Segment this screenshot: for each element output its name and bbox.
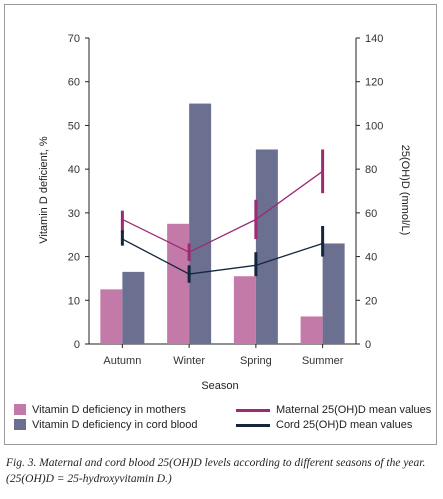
legend-swatch-mothers bbox=[14, 404, 26, 415]
legend-label-maternal-mean: Maternal 25(OH)D mean values bbox=[276, 404, 432, 416]
bar-mothers bbox=[233, 276, 256, 344]
point-cord-mean bbox=[120, 237, 124, 241]
legend-label-mothers: Vitamin D deficiency in mothers bbox=[32, 404, 186, 416]
lines bbox=[120, 149, 325, 283]
bar-cord-blood bbox=[189, 103, 212, 344]
bar-mothers bbox=[300, 316, 323, 344]
legend-line-cord-mean bbox=[236, 424, 270, 427]
bars bbox=[100, 103, 345, 344]
y-tick-label-left: 10 bbox=[68, 295, 80, 307]
legend-line-maternal-mean bbox=[236, 409, 270, 412]
ticks: 0 10 20 30 40 50 60 70 0 20 40 60 80 100 120 140 Autumn W… bbox=[68, 33, 384, 367]
y-tick-label-left: 50 bbox=[68, 120, 80, 132]
point-maternal-mean bbox=[120, 218, 124, 221]
y-tick-label-right: 40 bbox=[365, 252, 377, 264]
y-tick-label-right: 140 bbox=[365, 33, 383, 45]
y-tick-label-right: 80 bbox=[365, 164, 377, 176]
x-tick-label: Autumn bbox=[103, 355, 141, 367]
y-tick-label-left: 60 bbox=[68, 77, 80, 89]
x-tick-label: Spring bbox=[240, 355, 272, 367]
figure-frame bbox=[4, 4, 437, 445]
legend-swatch-cord-blood bbox=[14, 419, 26, 430]
point-maternal-mean bbox=[187, 250, 191, 254]
x-tick-label: Winter bbox=[173, 355, 205, 367]
chart: 0 10 20 30 40 50 60 70 0 20 40 60 80 100 120 140 Autumn W… bbox=[38, 33, 411, 392]
line-maternal-mean bbox=[122, 170, 324, 253]
y-tick-label-right: 60 bbox=[365, 208, 377, 220]
bar-cord-blood bbox=[122, 271, 145, 344]
y-tick-label-left: 70 bbox=[68, 33, 80, 45]
y-tick-label-right: 120 bbox=[365, 77, 383, 89]
y-tick-label-right: 20 bbox=[365, 295, 377, 307]
point-cord-mean bbox=[321, 242, 325, 245]
y-tick-label-right: 0 bbox=[365, 339, 371, 351]
point-cord-mean bbox=[187, 272, 191, 276]
bar-mothers bbox=[167, 223, 190, 344]
figure-caption: Fig. 3. Maternal and cord blood 25(OH)D … bbox=[6, 457, 426, 485]
y-axis-label-left: Vitamin D deficient, % bbox=[38, 136, 50, 244]
point-maternal-mean bbox=[321, 169, 325, 173]
y-tick-label-left: 40 bbox=[68, 164, 80, 176]
y-axis-label-right: 25(OH)D (mmol/L) bbox=[399, 145, 411, 235]
y-tick-label-left: 30 bbox=[68, 208, 80, 220]
point-maternal-mean bbox=[254, 218, 258, 221]
point-cord-mean bbox=[254, 263, 258, 267]
x-tick-label: Summer bbox=[302, 355, 344, 367]
line-cord-mean bbox=[122, 238, 323, 275]
legend-label-cord-blood: Vitamin D deficiency in cord blood bbox=[32, 419, 198, 431]
x-axis-label: Season bbox=[201, 380, 238, 392]
bar-cord-blood bbox=[322, 243, 345, 344]
y-tick-label-left: 0 bbox=[74, 339, 80, 351]
bar-cord-blood bbox=[255, 149, 278, 344]
legend-label-cord-mean: Cord 25(OH)D mean values bbox=[276, 419, 413, 431]
bar-mothers bbox=[100, 289, 123, 344]
y-tick-label-left: 20 bbox=[68, 252, 80, 264]
y-tick-label-right: 100 bbox=[365, 120, 383, 132]
